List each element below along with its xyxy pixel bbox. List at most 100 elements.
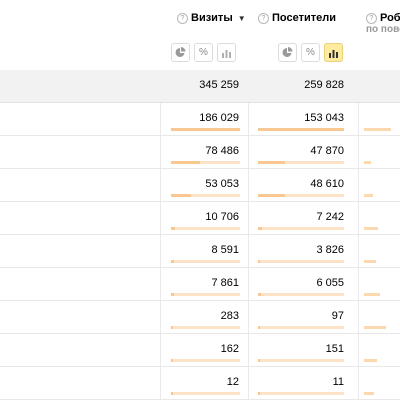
table-row[interactable]: 7 861 6 055 bbox=[0, 268, 400, 301]
visits-value: 8 591 bbox=[211, 244, 239, 256]
visits-value: 78 486 bbox=[205, 145, 239, 157]
visits-share-bar-fill bbox=[171, 359, 173, 362]
visits-value: 12 bbox=[226, 376, 239, 388]
visitors-share-bar-fill bbox=[258, 359, 260, 362]
pie-chart-button[interactable] bbox=[278, 43, 297, 62]
percent-icon: % bbox=[199, 47, 208, 58]
bar-chart-button[interactable] bbox=[217, 43, 236, 62]
visits-column-label: Визиты bbox=[191, 12, 233, 24]
visits-share-bar bbox=[171, 392, 240, 395]
robots-share-bar bbox=[364, 260, 376, 263]
column-divider bbox=[160, 0, 161, 400]
visitors-share-bar bbox=[258, 359, 344, 362]
visits-share-bar bbox=[171, 161, 240, 164]
visitors-share-bar-fill bbox=[258, 260, 260, 263]
robots-share-bar bbox=[364, 359, 377, 362]
robots-column-sublabel: по пове bbox=[366, 24, 400, 35]
visitors-share-bar-fill bbox=[258, 326, 260, 329]
visitors-share-bar bbox=[258, 392, 344, 395]
visitors-view-buttons: % bbox=[278, 43, 347, 62]
visitors-value: 151 bbox=[325, 343, 344, 355]
visitors-column-header[interactable]: ? Посетители bbox=[258, 8, 336, 28]
table-row[interactable]: 283 97 bbox=[0, 301, 400, 334]
robots-share-bar bbox=[364, 227, 378, 230]
visitors-share-bar-fill bbox=[258, 227, 262, 230]
help-icon[interactable]: ? bbox=[258, 12, 269, 24]
visits-share-bar-fill bbox=[171, 260, 174, 263]
visits-share-bar-fill bbox=[171, 326, 173, 329]
visitors-share-bar-fill bbox=[258, 293, 261, 296]
table-row[interactable]: 162 151 bbox=[0, 334, 400, 367]
column-divider bbox=[358, 0, 359, 400]
percent-button[interactable]: % bbox=[301, 43, 320, 62]
table-row[interactable]: 78 486 47 870 bbox=[0, 136, 400, 169]
table-row[interactable]: 8 591 3 826 bbox=[0, 235, 400, 268]
robots-share-bar bbox=[364, 326, 386, 329]
totals-visits-value: 345 259 bbox=[199, 79, 239, 91]
totals-visitors-value: 259 828 bbox=[304, 79, 344, 91]
visits-share-bar bbox=[171, 326, 240, 329]
visitors-share-bar-fill bbox=[258, 194, 285, 197]
visitors-value: 48 610 bbox=[310, 178, 344, 190]
visitors-value: 7 242 bbox=[316, 211, 344, 223]
visitors-value: 153 043 bbox=[304, 112, 344, 124]
visits-value: 186 029 bbox=[199, 112, 239, 124]
visits-share-bar-fill bbox=[171, 128, 240, 131]
table-row[interactable]: 53 053 48 610 bbox=[0, 169, 400, 202]
visitors-value: 47 870 bbox=[310, 145, 344, 157]
percent-icon: % bbox=[306, 47, 315, 58]
visitors-share-bar bbox=[258, 128, 344, 131]
visitors-share-bar bbox=[258, 260, 344, 263]
visits-share-bar bbox=[171, 260, 240, 263]
table-header: ? Визиты ▼ ? Посетители ? Робо по пове % bbox=[0, 0, 400, 70]
visitors-share-bar-fill bbox=[258, 128, 344, 131]
robots-share-bar bbox=[364, 161, 371, 164]
visits-share-bar-fill bbox=[171, 293, 174, 296]
visits-share-bar-fill bbox=[171, 161, 200, 164]
robots-share-bar bbox=[364, 194, 373, 197]
table-row[interactable]: 12 11 bbox=[0, 367, 400, 400]
visits-share-bar-fill bbox=[171, 392, 173, 395]
visits-share-bar-fill bbox=[171, 227, 175, 230]
visits-share-bar-fill bbox=[171, 194, 191, 197]
visits-share-bar bbox=[171, 227, 240, 230]
totals-row: 345 259 259 828 bbox=[0, 70, 400, 103]
table-row[interactable]: 186 029 153 043 bbox=[0, 103, 400, 136]
visitors-share-bar bbox=[258, 161, 344, 164]
visitors-column-label: Посетители bbox=[272, 12, 336, 24]
visitors-share-bar-fill bbox=[258, 392, 260, 395]
sort-desc-icon[interactable]: ▼ bbox=[237, 13, 246, 23]
visits-view-buttons: % bbox=[171, 43, 240, 62]
visits-share-bar bbox=[171, 194, 240, 197]
visitors-share-bar bbox=[258, 227, 344, 230]
visits-value: 7 861 bbox=[211, 277, 239, 289]
robots-share-bar bbox=[364, 128, 391, 131]
robots-share-bar bbox=[364, 392, 374, 395]
bar-chart-button-active[interactable] bbox=[324, 43, 343, 62]
bar-chart-icon bbox=[222, 50, 231, 58]
visits-value: 283 bbox=[220, 310, 239, 322]
visits-value: 162 bbox=[220, 343, 239, 355]
visitors-share-bar-fill bbox=[258, 161, 285, 164]
visits-value: 53 053 bbox=[205, 178, 239, 190]
visitors-value: 97 bbox=[331, 310, 344, 322]
visitors-share-bar bbox=[258, 194, 344, 197]
visits-share-bar bbox=[171, 293, 240, 296]
visitors-share-bar bbox=[258, 293, 344, 296]
pie-chart-button[interactable] bbox=[171, 43, 190, 62]
robots-column-header[interactable]: ? Робо bbox=[366, 8, 400, 28]
robots-column-label: Робо bbox=[380, 12, 400, 24]
pie-chart-icon bbox=[175, 47, 186, 57]
visitors-value: 11 bbox=[332, 376, 344, 388]
visits-share-bar bbox=[171, 359, 240, 362]
percent-button[interactable]: % bbox=[194, 43, 213, 62]
help-icon[interactable]: ? bbox=[177, 12, 188, 24]
visits-value: 10 706 bbox=[205, 211, 239, 223]
pie-chart-icon bbox=[282, 47, 293, 57]
column-divider bbox=[248, 0, 249, 400]
table-row[interactable]: 10 706 7 242 bbox=[0, 202, 400, 235]
help-icon[interactable]: ? bbox=[366, 12, 377, 24]
visitors-value: 6 055 bbox=[316, 277, 344, 289]
visits-column-header[interactable]: ? Визиты ▼ bbox=[177, 8, 246, 28]
visitors-share-bar bbox=[258, 326, 344, 329]
